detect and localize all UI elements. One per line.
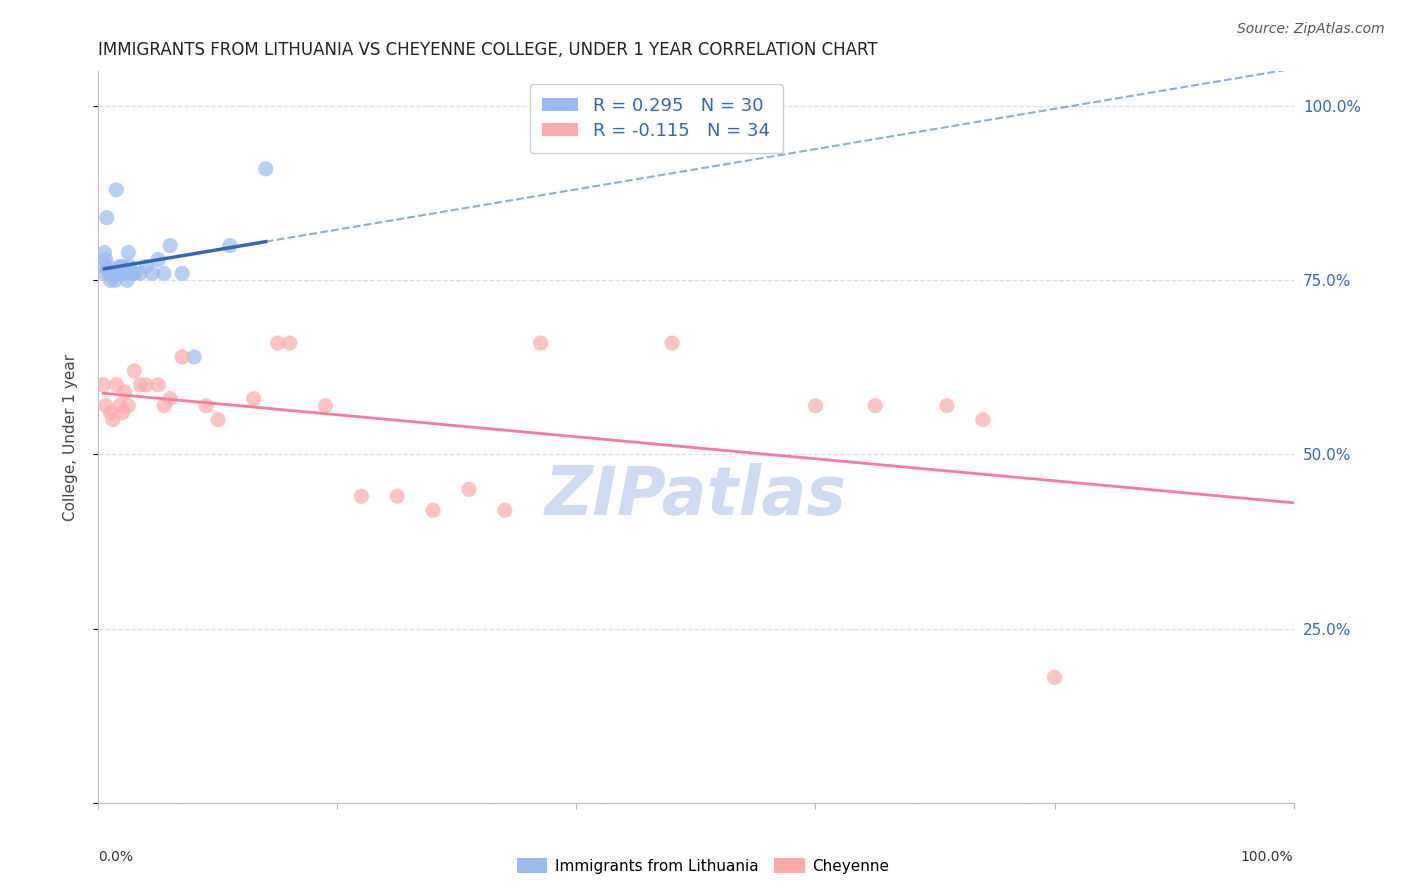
Point: [172, 266, 194, 280]
Point: [93, 266, 115, 280]
Point: [93, 260, 115, 274]
Text: IMMIGRANTS FROM LITHUANIA VS CHEYENNE COLLEGE, UNDER 1 YEAR CORRELATION CHART: IMMIGRANTS FROM LITHUANIA VS CHEYENNE CO…: [98, 41, 877, 59]
Point: [135, 377, 157, 392]
Point: [108, 260, 131, 274]
Point: [107, 266, 129, 280]
Text: 100.0%: 100.0%: [1241, 850, 1294, 864]
Point: [195, 399, 218, 413]
Point: [315, 399, 337, 413]
Point: [219, 238, 242, 252]
Point: [101, 412, 124, 426]
Point: [114, 266, 136, 280]
Point: [93, 245, 115, 260]
Point: [91, 377, 114, 392]
Point: [94, 252, 117, 267]
Point: [104, 273, 127, 287]
Point: [153, 399, 176, 413]
Point: [117, 399, 139, 413]
Text: ZIPatlas: ZIPatlas: [546, 463, 846, 529]
Text: Source: ZipAtlas.com: Source: ZipAtlas.com: [1237, 22, 1385, 37]
Point: [159, 392, 181, 406]
Point: [94, 399, 117, 413]
Point: [422, 503, 444, 517]
Point: [121, 266, 143, 280]
Point: [111, 260, 134, 274]
Point: [207, 412, 229, 426]
Point: [385, 489, 409, 503]
Point: [124, 364, 146, 378]
Point: [135, 260, 157, 274]
Point: [254, 161, 277, 176]
Point: [105, 377, 128, 392]
Point: [153, 266, 176, 280]
Point: [278, 336, 301, 351]
Legend: Immigrants from Lithuania, Cheyenne: Immigrants from Lithuania, Cheyenne: [510, 852, 896, 880]
Point: [115, 273, 138, 287]
Point: [98, 273, 122, 287]
Point: [530, 336, 553, 351]
Point: [111, 406, 134, 420]
Point: [350, 489, 373, 503]
Point: [267, 336, 290, 351]
Point: [494, 503, 516, 517]
Point: [458, 483, 481, 497]
Point: [98, 406, 122, 420]
Point: [159, 238, 181, 252]
Point: [172, 350, 194, 364]
Text: 0.0%: 0.0%: [98, 850, 134, 864]
Point: [1043, 670, 1066, 684]
Point: [118, 260, 141, 274]
Point: [117, 245, 139, 260]
Point: [936, 399, 959, 413]
Point: [148, 252, 170, 267]
Point: [661, 336, 683, 351]
Point: [804, 399, 827, 413]
Point: [96, 211, 118, 225]
Point: [865, 399, 887, 413]
Point: [114, 384, 136, 399]
Point: [148, 377, 170, 392]
Point: [105, 183, 128, 197]
Point: [141, 266, 163, 280]
Point: [101, 266, 124, 280]
Point: [972, 412, 994, 426]
Legend: R = 0.295   N = 30, R = -0.115   N = 34: R = 0.295 N = 30, R = -0.115 N = 34: [530, 84, 783, 153]
Point: [129, 377, 152, 392]
Point: [129, 266, 152, 280]
Point: [124, 266, 146, 280]
Point: [97, 260, 120, 274]
Point: [98, 266, 121, 280]
Point: [243, 392, 266, 406]
Point: [183, 350, 205, 364]
Point: [108, 399, 131, 413]
Y-axis label: College, Under 1 year: College, Under 1 year: [63, 353, 77, 521]
